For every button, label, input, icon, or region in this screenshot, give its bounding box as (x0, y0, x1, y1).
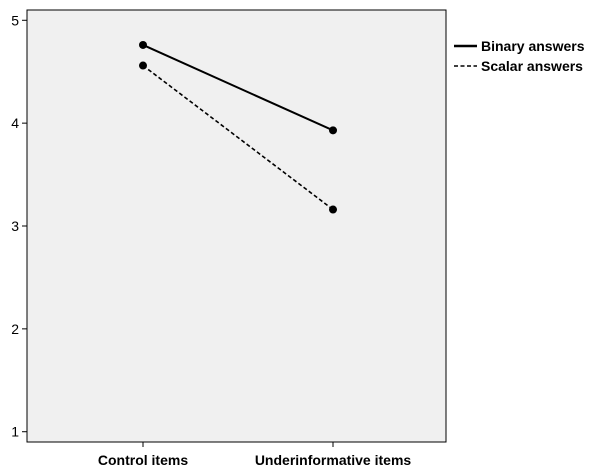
y-axis: 1 2 3 4 5 (11, 12, 27, 440)
x-axis: Control items Underinformative items (98, 442, 412, 468)
legend: Binary answers Scalar answers (454, 38, 585, 74)
data-point (139, 61, 147, 70)
series-line (142, 44, 334, 132)
data-point (139, 40, 147, 49)
y-tick-label: 2 (11, 321, 19, 337)
y-tick-label: 1 (11, 424, 19, 440)
y-tick-label: 4 (11, 115, 19, 131)
data-point (329, 205, 337, 214)
x-category-label: Control items (98, 452, 188, 468)
series-binary (139, 40, 337, 135)
legend-label: Binary answers (481, 38, 585, 54)
plot-area (26, 9, 447, 443)
legend-label: Scalar answers (481, 58, 583, 74)
series-scalar (139, 61, 337, 214)
y-tick-label: 5 (11, 12, 19, 28)
series-line (142, 64, 334, 211)
series-layer (139, 40, 337, 214)
x-category-label: Underinformative items (255, 452, 412, 468)
data-point (329, 126, 337, 135)
y-tick-label: 3 (11, 218, 19, 234)
